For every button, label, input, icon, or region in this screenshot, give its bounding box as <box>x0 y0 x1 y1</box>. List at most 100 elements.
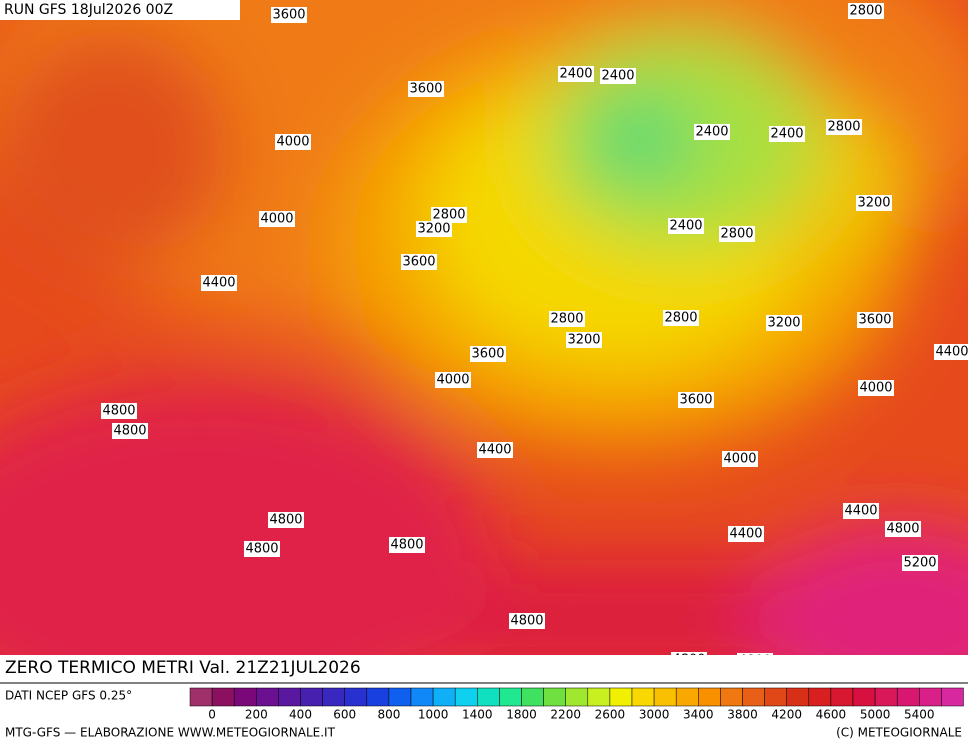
label-box <box>470 346 506 362</box>
colorbar-label: 4600 <box>816 708 847 722</box>
color-swatch <box>631 687 655 707</box>
colorbar-label: 3800 <box>727 708 758 722</box>
contour-label: 2800 <box>827 120 860 135</box>
label-box <box>826 119 862 135</box>
label-box <box>271 7 307 23</box>
contour-label: 2800 <box>550 312 583 327</box>
color-swatch <box>543 687 566 707</box>
contour-label: 2400 <box>770 127 803 142</box>
label-box <box>566 332 602 348</box>
color-swatch <box>454 687 478 707</box>
contour-label: 4400 <box>935 345 968 360</box>
contour-label: 2800 <box>849 4 882 19</box>
contour-label: 3600 <box>858 313 891 328</box>
label-box <box>858 380 894 396</box>
color-swatch <box>388 687 412 707</box>
contour-label: 2400 <box>669 219 702 234</box>
run-label: RUN GFS 18Jul2026 00Z <box>4 2 173 18</box>
contour-label: 5200 <box>903 556 936 571</box>
label-box <box>509 613 545 629</box>
colorbar-label: 800 <box>377 708 400 722</box>
colorbar-label: 2200 <box>550 708 581 722</box>
label-box <box>678 392 714 408</box>
label-box <box>934 344 968 360</box>
color-swatch <box>941 687 964 707</box>
label-box <box>769 126 805 142</box>
label-box <box>719 226 755 242</box>
contour-label: 3600 <box>402 255 435 270</box>
contour-label: 4400 <box>729 527 762 542</box>
contour-label: 4400 <box>202 276 235 291</box>
label-box <box>416 221 452 237</box>
colorbar-label: 400 <box>289 708 312 722</box>
contour-label: 4800 <box>510 614 543 629</box>
color-swatch <box>874 687 898 707</box>
label-box <box>477 442 513 458</box>
colorbar-label: 5000 <box>860 708 891 722</box>
contour-label: 2400 <box>601 69 634 84</box>
color-swatch <box>808 687 832 707</box>
color-swatch <box>675 687 699 707</box>
label-box <box>244 541 280 557</box>
color-swatch <box>698 687 721 707</box>
contour-label: 2400 <box>559 67 592 82</box>
label-box <box>722 451 758 467</box>
label-box <box>728 526 764 542</box>
map-title: ZERO TERMICO METRI Val. 21Z21JUL2026 <box>5 658 361 678</box>
label-box <box>275 134 311 150</box>
colorbar-label: 200 <box>245 708 268 722</box>
contour-label: 3600 <box>471 347 504 362</box>
contour-label: 2800 <box>432 208 465 223</box>
label-box <box>112 423 148 439</box>
label-box <box>885 521 921 537</box>
color-swatch <box>278 687 301 707</box>
contour-label: 4000 <box>723 452 756 467</box>
color-swatch <box>764 687 787 707</box>
label-box <box>663 310 699 326</box>
color-swatch <box>587 687 611 707</box>
contour-label: 3200 <box>857 196 890 211</box>
contour-label: 2400 <box>695 125 728 140</box>
colorbar-label: 1000 <box>418 708 449 722</box>
label-box <box>668 218 704 234</box>
label-box <box>435 372 471 388</box>
color-swatch <box>477 687 500 707</box>
label-box <box>694 124 730 140</box>
color-swatch <box>366 687 390 707</box>
contour-label: 4800 <box>102 404 135 419</box>
label-box <box>848 3 884 19</box>
contour-label: 2800 <box>720 227 753 242</box>
contour-label: 4800 <box>390 538 423 553</box>
color-swatch <box>653 687 677 707</box>
colorbar-label: 5400 <box>904 708 935 722</box>
color-swatch <box>609 687 633 707</box>
label-box <box>268 512 304 528</box>
label-box <box>408 81 444 97</box>
contour-label: 4000 <box>260 212 293 227</box>
contour-label: 4000 <box>859 381 892 396</box>
contour-label: 3600 <box>679 393 712 408</box>
contour-label: 2800 <box>664 311 697 326</box>
colorbar-label: 2600 <box>595 708 626 722</box>
contour-label: 3200 <box>567 333 600 348</box>
color-swatch <box>919 687 942 707</box>
contour-label: 4800 <box>245 542 278 557</box>
copyright: (C) METEOGIORNALE <box>836 726 962 740</box>
label-box <box>431 207 467 223</box>
color-swatch <box>499 687 522 707</box>
label-box <box>902 555 938 571</box>
color-swatch <box>830 687 854 707</box>
contour-label: 3200 <box>417 222 450 237</box>
color-swatch <box>786 687 810 707</box>
contour-label: 4800 <box>113 424 146 439</box>
color-swatch <box>256 687 279 707</box>
credit: MTG-GFS — ELABORAZIONE WWW.METEOGIORNALE… <box>5 726 336 740</box>
label-box <box>843 503 879 519</box>
contour-label: 3600 <box>409 82 442 97</box>
color-swatch <box>521 687 544 707</box>
title-box <box>0 655 440 680</box>
color-swatch <box>233 687 257 707</box>
